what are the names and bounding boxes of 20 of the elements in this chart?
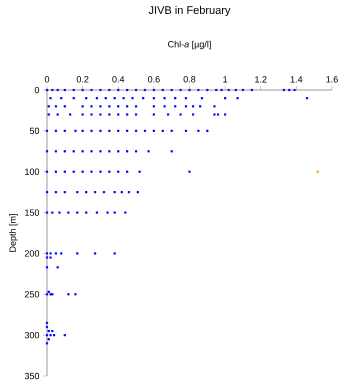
x-tick-label: 1.6 bbox=[326, 76, 338, 82]
x-tick-label: 1.4 bbox=[290, 76, 302, 82]
chart-title: JIVB in February bbox=[148, 6, 230, 16]
y-tick-label: 50 bbox=[30, 128, 40, 134]
x-tick-label: 0.8 bbox=[184, 76, 196, 82]
x-tick-label: 0.6 bbox=[148, 76, 160, 82]
x-tick-label: 0.2 bbox=[76, 76, 88, 82]
y-tick-label: 200 bbox=[24, 250, 40, 257]
y-axis-title: Depth [m] bbox=[9, 214, 18, 252]
x-tick-label: 1 bbox=[223, 76, 228, 82]
x-tick-label: 0.4 bbox=[112, 76, 124, 82]
x-axis-title: Chl-a [µg/l] bbox=[168, 40, 211, 50]
x-tick-label: 0 bbox=[44, 76, 50, 82]
y-tick-label: 300 bbox=[24, 332, 40, 338]
y-tick-label: 0 bbox=[34, 86, 40, 94]
y-tick-label: 100 bbox=[25, 168, 40, 175]
x-tick-label: 1.2 bbox=[255, 76, 267, 82]
y-tick-label: 150 bbox=[25, 209, 40, 216]
y-tick-label: 250 bbox=[24, 291, 40, 298]
y-tick-label: 350 bbox=[24, 372, 40, 380]
